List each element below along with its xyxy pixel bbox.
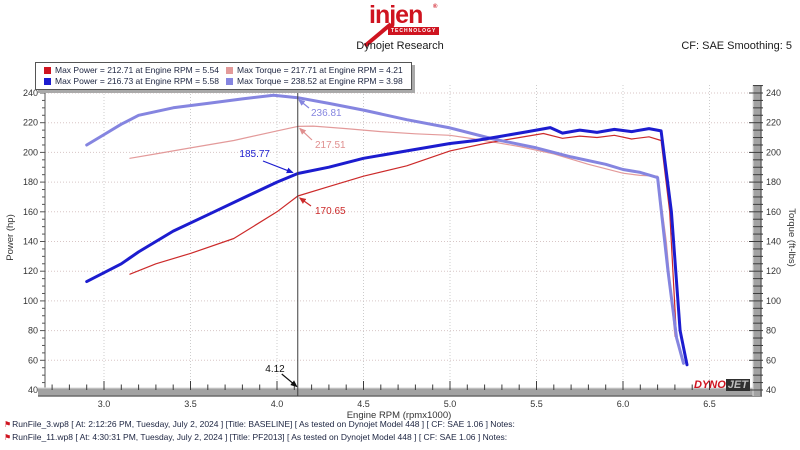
- legend-label: Max Power = 212.71 at Engine RPM = 5.54: [55, 65, 219, 75]
- run-info-text: RunFile_3.wp8 [ At: 2:12:26 PM, Tuesday,…: [12, 419, 515, 429]
- readout-label: 217.51: [315, 140, 346, 151]
- injen-logo-subtext: TECHNOLOGY: [388, 27, 440, 35]
- readout-label: 185.77: [239, 149, 270, 160]
- svg-text:5.5: 5.5: [530, 399, 543, 409]
- svg-text:4.5: 4.5: [357, 399, 370, 409]
- svg-text:5.0: 5.0: [444, 399, 457, 409]
- legend-swatch-icon: [44, 66, 51, 74]
- grid-lines: [45, 85, 753, 388]
- legend-label: Max Torque = 238.52 at Engine RPM = 3.98: [237, 76, 403, 86]
- run-info-line: ⚑RunFile_3.wp8 [ At: 2:12:26 PM, Tuesday…: [4, 418, 515, 431]
- svg-text:40: 40: [28, 385, 38, 395]
- plot-area[interactable]: [45, 85, 753, 390]
- report-title: Dynojet Research: [356, 40, 444, 52]
- svg-text:6.5: 6.5: [703, 399, 716, 409]
- legend-label: Max Power = 216.73 at Engine RPM = 5.58: [55, 76, 219, 86]
- svg-text:200: 200: [766, 147, 781, 157]
- correction-factor-label: CF: SAE Smoothing: 5: [681, 40, 792, 52]
- svg-text:80: 80: [28, 326, 38, 336]
- legend-swatch-icon: [226, 66, 233, 74]
- legend-item: Max Torque = 217.71 at Engine RPM = 4.21: [226, 65, 403, 75]
- run-info-footer: ⚑RunFile_3.wp8 [ At: 2:12:26 PM, Tuesday…: [4, 418, 515, 444]
- torque-axis: 40 60 80 100 120 140 160 180 200 220 240: [749, 85, 781, 396]
- curve-baseline-torque: [129, 125, 676, 338]
- svg-text:140: 140: [23, 237, 38, 247]
- svg-text:180: 180: [766, 177, 781, 187]
- power-axis: 40 60 80 100 120 140 160 180 200 220 240: [23, 85, 46, 395]
- svg-text:240: 240: [766, 88, 781, 98]
- svg-text:100: 100: [23, 296, 38, 306]
- svg-text:3.0: 3.0: [98, 399, 111, 409]
- svg-text:200: 200: [23, 147, 38, 157]
- run-info-text: RunFile_11.wp8 [ At: 4:30:31 PM, Tuesday…: [12, 432, 508, 442]
- injen-logo: injen ® TECHNOLOGY: [355, 1, 445, 48]
- svg-text:160: 160: [23, 207, 38, 217]
- svg-text:220: 220: [766, 118, 781, 128]
- svg-text:100: 100: [766, 296, 781, 306]
- legend-item: Max Power = 216.73 at Engine RPM = 5.58: [44, 76, 226, 86]
- curve-pf2013-torque: [85, 93, 685, 365]
- svg-text:80: 80: [766, 326, 776, 336]
- svg-text:6.0: 6.0: [617, 399, 630, 409]
- run-info-line: ⚑RunFile_11.wp8 [ At: 4:30:31 PM, Tuesda…: [4, 431, 515, 444]
- svg-text:4.0: 4.0: [271, 399, 284, 409]
- svg-text:140: 140: [766, 237, 781, 247]
- svg-text:180: 180: [23, 177, 38, 187]
- cursor-rpm-label: 4.12: [265, 364, 285, 375]
- legend-item: Max Torque = 238.52 at Engine RPM = 3.98: [226, 76, 403, 86]
- svg-text:60: 60: [766, 355, 776, 365]
- injen-logo-text: injen: [369, 1, 423, 29]
- dynojet-logo-dyno: DYNO: [694, 379, 726, 391]
- rpm-axis-title: Engine RPM (rpmx1000): [347, 410, 452, 421]
- svg-text:3.5: 3.5: [184, 399, 197, 409]
- power-axis-title: Power (hp): [5, 214, 16, 260]
- svg-text:120: 120: [23, 266, 38, 276]
- run-flag-icon: ⚑: [4, 420, 12, 429]
- legend-swatch-icon: [44, 77, 51, 85]
- registered-mark-icon: ®: [433, 4, 438, 10]
- legend-swatch-icon: [226, 77, 233, 85]
- svg-text:240: 240: [23, 88, 38, 98]
- svg-text:60: 60: [28, 355, 38, 365]
- rpm-axis: 3.0 3.5 4.0 4.5 5.0 5.5 6.0 6.5: [38, 381, 762, 409]
- chart-legend: Max Power = 212.71 at Engine RPM = 5.54 M…: [35, 62, 412, 90]
- svg-text:40: 40: [766, 385, 776, 395]
- legend-label: Max Torque = 217.71 at Engine RPM = 4.21: [237, 65, 403, 75]
- dynojet-logo-jet: JET: [725, 379, 750, 391]
- curve-pf2013-power: [85, 126, 689, 367]
- readout-label: 170.65: [315, 206, 346, 217]
- torque-axis-title: Torque (ft-lbs): [786, 208, 797, 267]
- svg-text:160: 160: [766, 207, 781, 217]
- readout-label: 236.81: [311, 108, 342, 119]
- svg-text:120: 120: [766, 266, 781, 276]
- cursor-readouts: 236.81 217.51 185.77 170.65 4.12: [239, 99, 346, 388]
- svg-text:220: 220: [23, 118, 38, 128]
- legend-item: Max Power = 212.71 at Engine RPM = 5.54: [44, 65, 226, 75]
- dynojet-logo: DYNO JET: [694, 379, 750, 391]
- run-flag-icon: ⚑: [4, 433, 12, 442]
